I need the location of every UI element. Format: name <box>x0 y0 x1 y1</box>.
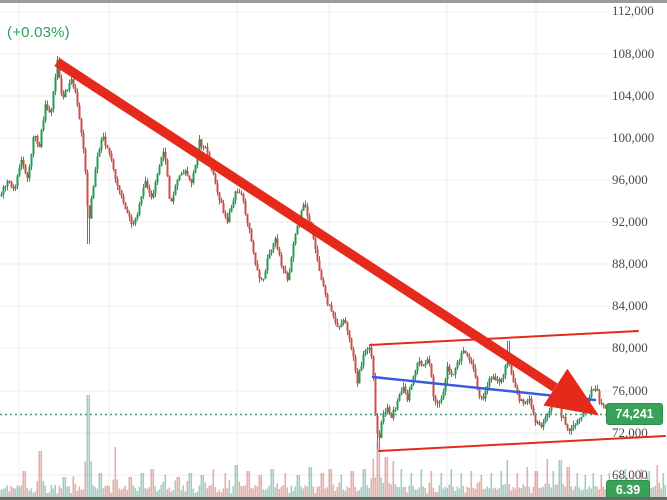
volume-series <box>0 395 667 497</box>
y-axis-label: 92,000 <box>612 214 648 229</box>
window-top-edge <box>0 0 667 3</box>
wedge-upper-trendline <box>369 330 639 346</box>
y-axis-label: 84,000 <box>612 298 648 313</box>
y-axis-label: 80,000 <box>612 340 648 355</box>
y-axis-label: 88,000 <box>612 256 648 271</box>
current-price-badge: 74,241 <box>606 403 663 425</box>
y-axis-label: 108,000 <box>612 46 655 61</box>
y-axis-label: 96,000 <box>612 172 648 187</box>
gridlines <box>0 3 610 497</box>
window-bottom-edge <box>0 497 667 500</box>
downtrend-arrow <box>54 58 599 416</box>
y-axis-label: 72,000 <box>612 425 648 440</box>
y-axis-label: 104,000 <box>612 88 655 103</box>
y-axis-label: 100,000 <box>612 130 655 145</box>
volume-indicator-badge: 6.39 <box>606 480 650 500</box>
percent-change-label: (+0.03%) <box>7 24 70 41</box>
wedge-lower-trendline <box>378 435 666 452</box>
y-axis-label: 76,000 <box>612 383 648 398</box>
y-axis-label: 112,000 <box>612 3 654 18</box>
